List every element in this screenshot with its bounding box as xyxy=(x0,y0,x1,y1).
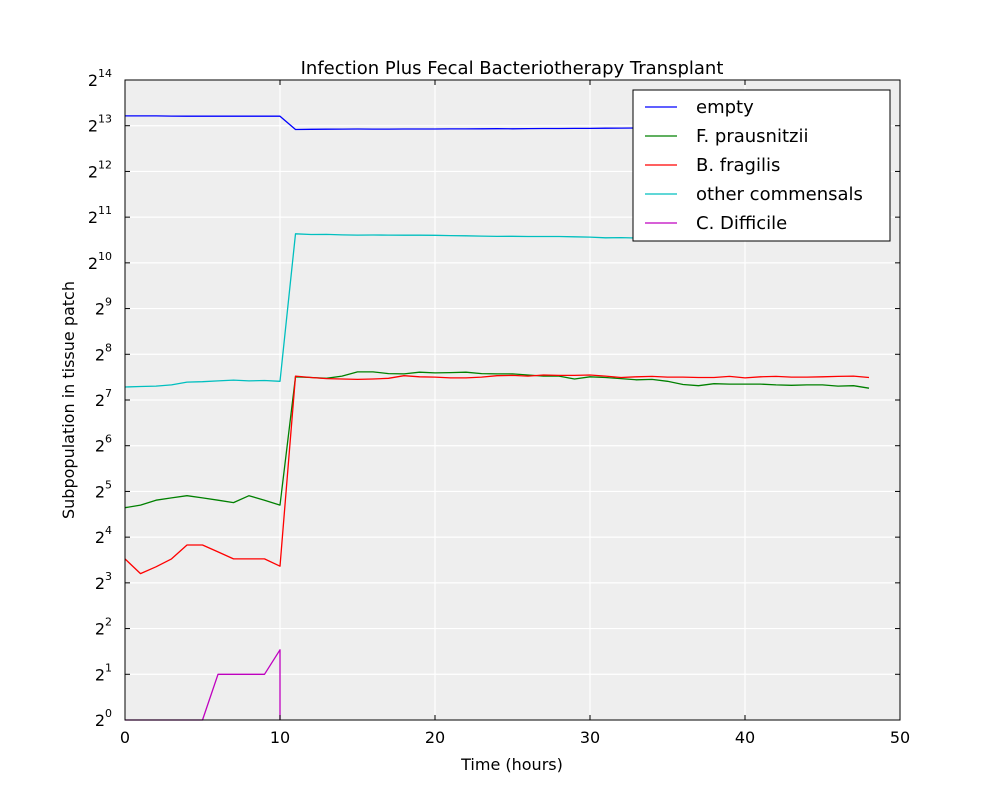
x-tick-label: 30 xyxy=(580,728,600,747)
x-tick-label: 50 xyxy=(890,728,910,747)
y-tick-exponent: 13 xyxy=(98,113,112,126)
y-tick-base: 2 xyxy=(88,117,98,136)
series-line-b-fragilis xyxy=(124,374,870,575)
y-tick-exponent: 7 xyxy=(105,387,112,400)
y-tick-label: 20 xyxy=(95,707,112,730)
y-tick-label: 210 xyxy=(88,250,112,273)
x-tick-label: 0 xyxy=(120,728,130,747)
legend-label: C. Difficile xyxy=(696,213,787,234)
y-tick-label: 212 xyxy=(88,158,112,181)
chart-title: Infection Plus Fecal Bacteriotherapy Tra… xyxy=(301,58,724,79)
y-tick-label: 26 xyxy=(95,433,112,456)
y-tick-label: 21 xyxy=(95,661,112,684)
y-tick-base: 2 xyxy=(95,665,105,684)
y-axis-label: Subpopulation in tissue patch xyxy=(59,281,78,519)
series-line-f-prausnitzii xyxy=(124,371,870,509)
y-tick-exponent: 6 xyxy=(105,433,112,446)
y-tick-exponent: 9 xyxy=(105,296,112,309)
y-tick-base: 2 xyxy=(95,345,105,364)
y-tick-base: 2 xyxy=(95,437,105,456)
y-tick-exponent: 12 xyxy=(98,158,112,171)
y-tick-base: 2 xyxy=(88,208,98,227)
y-tick-exponent: 1 xyxy=(105,661,112,674)
y-tick-label: 24 xyxy=(95,524,112,547)
y-tick-label: 29 xyxy=(95,296,112,319)
y-tick-base: 2 xyxy=(95,620,105,639)
y-tick-base: 2 xyxy=(88,71,98,90)
y-tick-exponent: 11 xyxy=(98,204,112,217)
legend-label: other commensals xyxy=(696,184,863,205)
legend-label: B. fragilis xyxy=(696,155,780,176)
x-axis-label: Time (hours) xyxy=(460,755,563,774)
y-tick-exponent: 8 xyxy=(105,341,112,354)
y-tick-exponent: 5 xyxy=(105,478,112,491)
y-tick-label: 25 xyxy=(95,478,112,501)
y-tick-exponent: 14 xyxy=(98,67,112,80)
y-tick-base: 2 xyxy=(95,482,105,501)
x-tick-label: 20 xyxy=(425,728,445,747)
legend-label: F. prausnitzii xyxy=(696,126,808,147)
y-tick-label: 23 xyxy=(95,570,112,593)
y-tick-base: 2 xyxy=(95,528,105,547)
y-tick-base: 2 xyxy=(88,162,98,181)
y-tick-base: 2 xyxy=(95,300,105,319)
y-tick-exponent: 3 xyxy=(105,570,112,583)
y-tick-label: 211 xyxy=(88,204,112,227)
y-tick-exponent: 10 xyxy=(98,250,112,263)
y-tick-label: 28 xyxy=(95,341,112,364)
x-tick-label: 10 xyxy=(270,728,290,747)
legend-label: empty xyxy=(696,97,754,118)
y-tick-exponent: 0 xyxy=(105,707,112,720)
y-tick-label: 213 xyxy=(88,113,112,136)
y-tick-exponent: 4 xyxy=(105,524,112,537)
y-tick-label: 214 xyxy=(88,67,112,90)
ticks: 0 10 20 30 40 5020212223242526272829210211212… xyxy=(88,67,910,747)
y-tick-base: 2 xyxy=(95,574,105,593)
y-tick-label: 27 xyxy=(95,387,112,410)
y-tick-base: 2 xyxy=(95,391,105,410)
y-tick-base: 2 xyxy=(95,711,105,730)
x-tick-label: 40 xyxy=(735,728,755,747)
y-tick-label: 22 xyxy=(95,616,112,639)
y-tick-exponent: 2 xyxy=(105,616,112,629)
legend: empty F. prausnitzii B. fragilis other comm… xyxy=(632,89,891,242)
y-tick-base: 2 xyxy=(88,254,98,273)
